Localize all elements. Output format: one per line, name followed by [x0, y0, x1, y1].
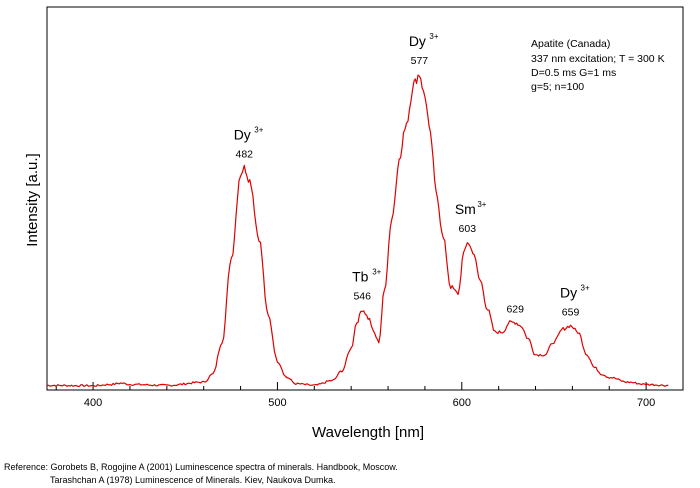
peak-ion-superscript: 3+ [477, 200, 486, 209]
peak-ion-label: Dy [560, 285, 577, 301]
plot-frame [46, 6, 684, 391]
info-line-4: g=5; n=100 [531, 81, 584, 93]
x-axis-ticks [55, 382, 684, 390]
peak-wavelength-label: 577 [411, 55, 429, 67]
x-axis-tick-labels: 400 500 600 700 [84, 397, 655, 409]
peak-ion-superscript: 3+ [372, 268, 381, 277]
x-tick-label: 400 [84, 397, 102, 409]
peak-ion-superscript: 3+ [429, 32, 438, 41]
peak-wavelength-label: 546 [353, 291, 371, 303]
y-axis-label: Intensity [a.u.] [24, 153, 41, 246]
peak-ion-superscript: 3+ [581, 284, 590, 293]
spectrum-line [46, 74, 669, 388]
peak-wavelength-label: 603 [459, 223, 477, 235]
x-tick-label: 600 [453, 397, 471, 409]
x-axis-label: Wavelength [nm] [312, 424, 424, 441]
x-tick-label: 700 [637, 397, 655, 409]
info-box: Apatite (Canada) 337 nm excitation; T = … [531, 38, 665, 93]
info-line-1: Apatite (Canada) [531, 38, 610, 50]
x-tick-label: 500 [268, 397, 286, 409]
peak-wavelength-label: 659 [562, 307, 580, 319]
reference-line-2: Tarashchan A (1978) Luminescence of Mine… [50, 475, 336, 485]
peak-ion-label: Sm [455, 201, 476, 217]
peak-ion-label: Dy [409, 33, 426, 49]
peak-ion-label: Tb [352, 269, 369, 285]
info-line-2: 337 nm excitation; T = 300 K [531, 53, 665, 65]
peak-wavelength-label: 482 [235, 149, 253, 161]
peak-ion-superscript: 3+ [254, 126, 263, 135]
info-line-3: D=0.5 ms G=1 ms [531, 67, 616, 79]
peak-wavelength-label: 629 [506, 303, 524, 315]
reference-line-1: Reference: Gorobets B, Rogojine A (2001)… [4, 462, 398, 472]
peak-ion-label: Dy [234, 127, 251, 143]
